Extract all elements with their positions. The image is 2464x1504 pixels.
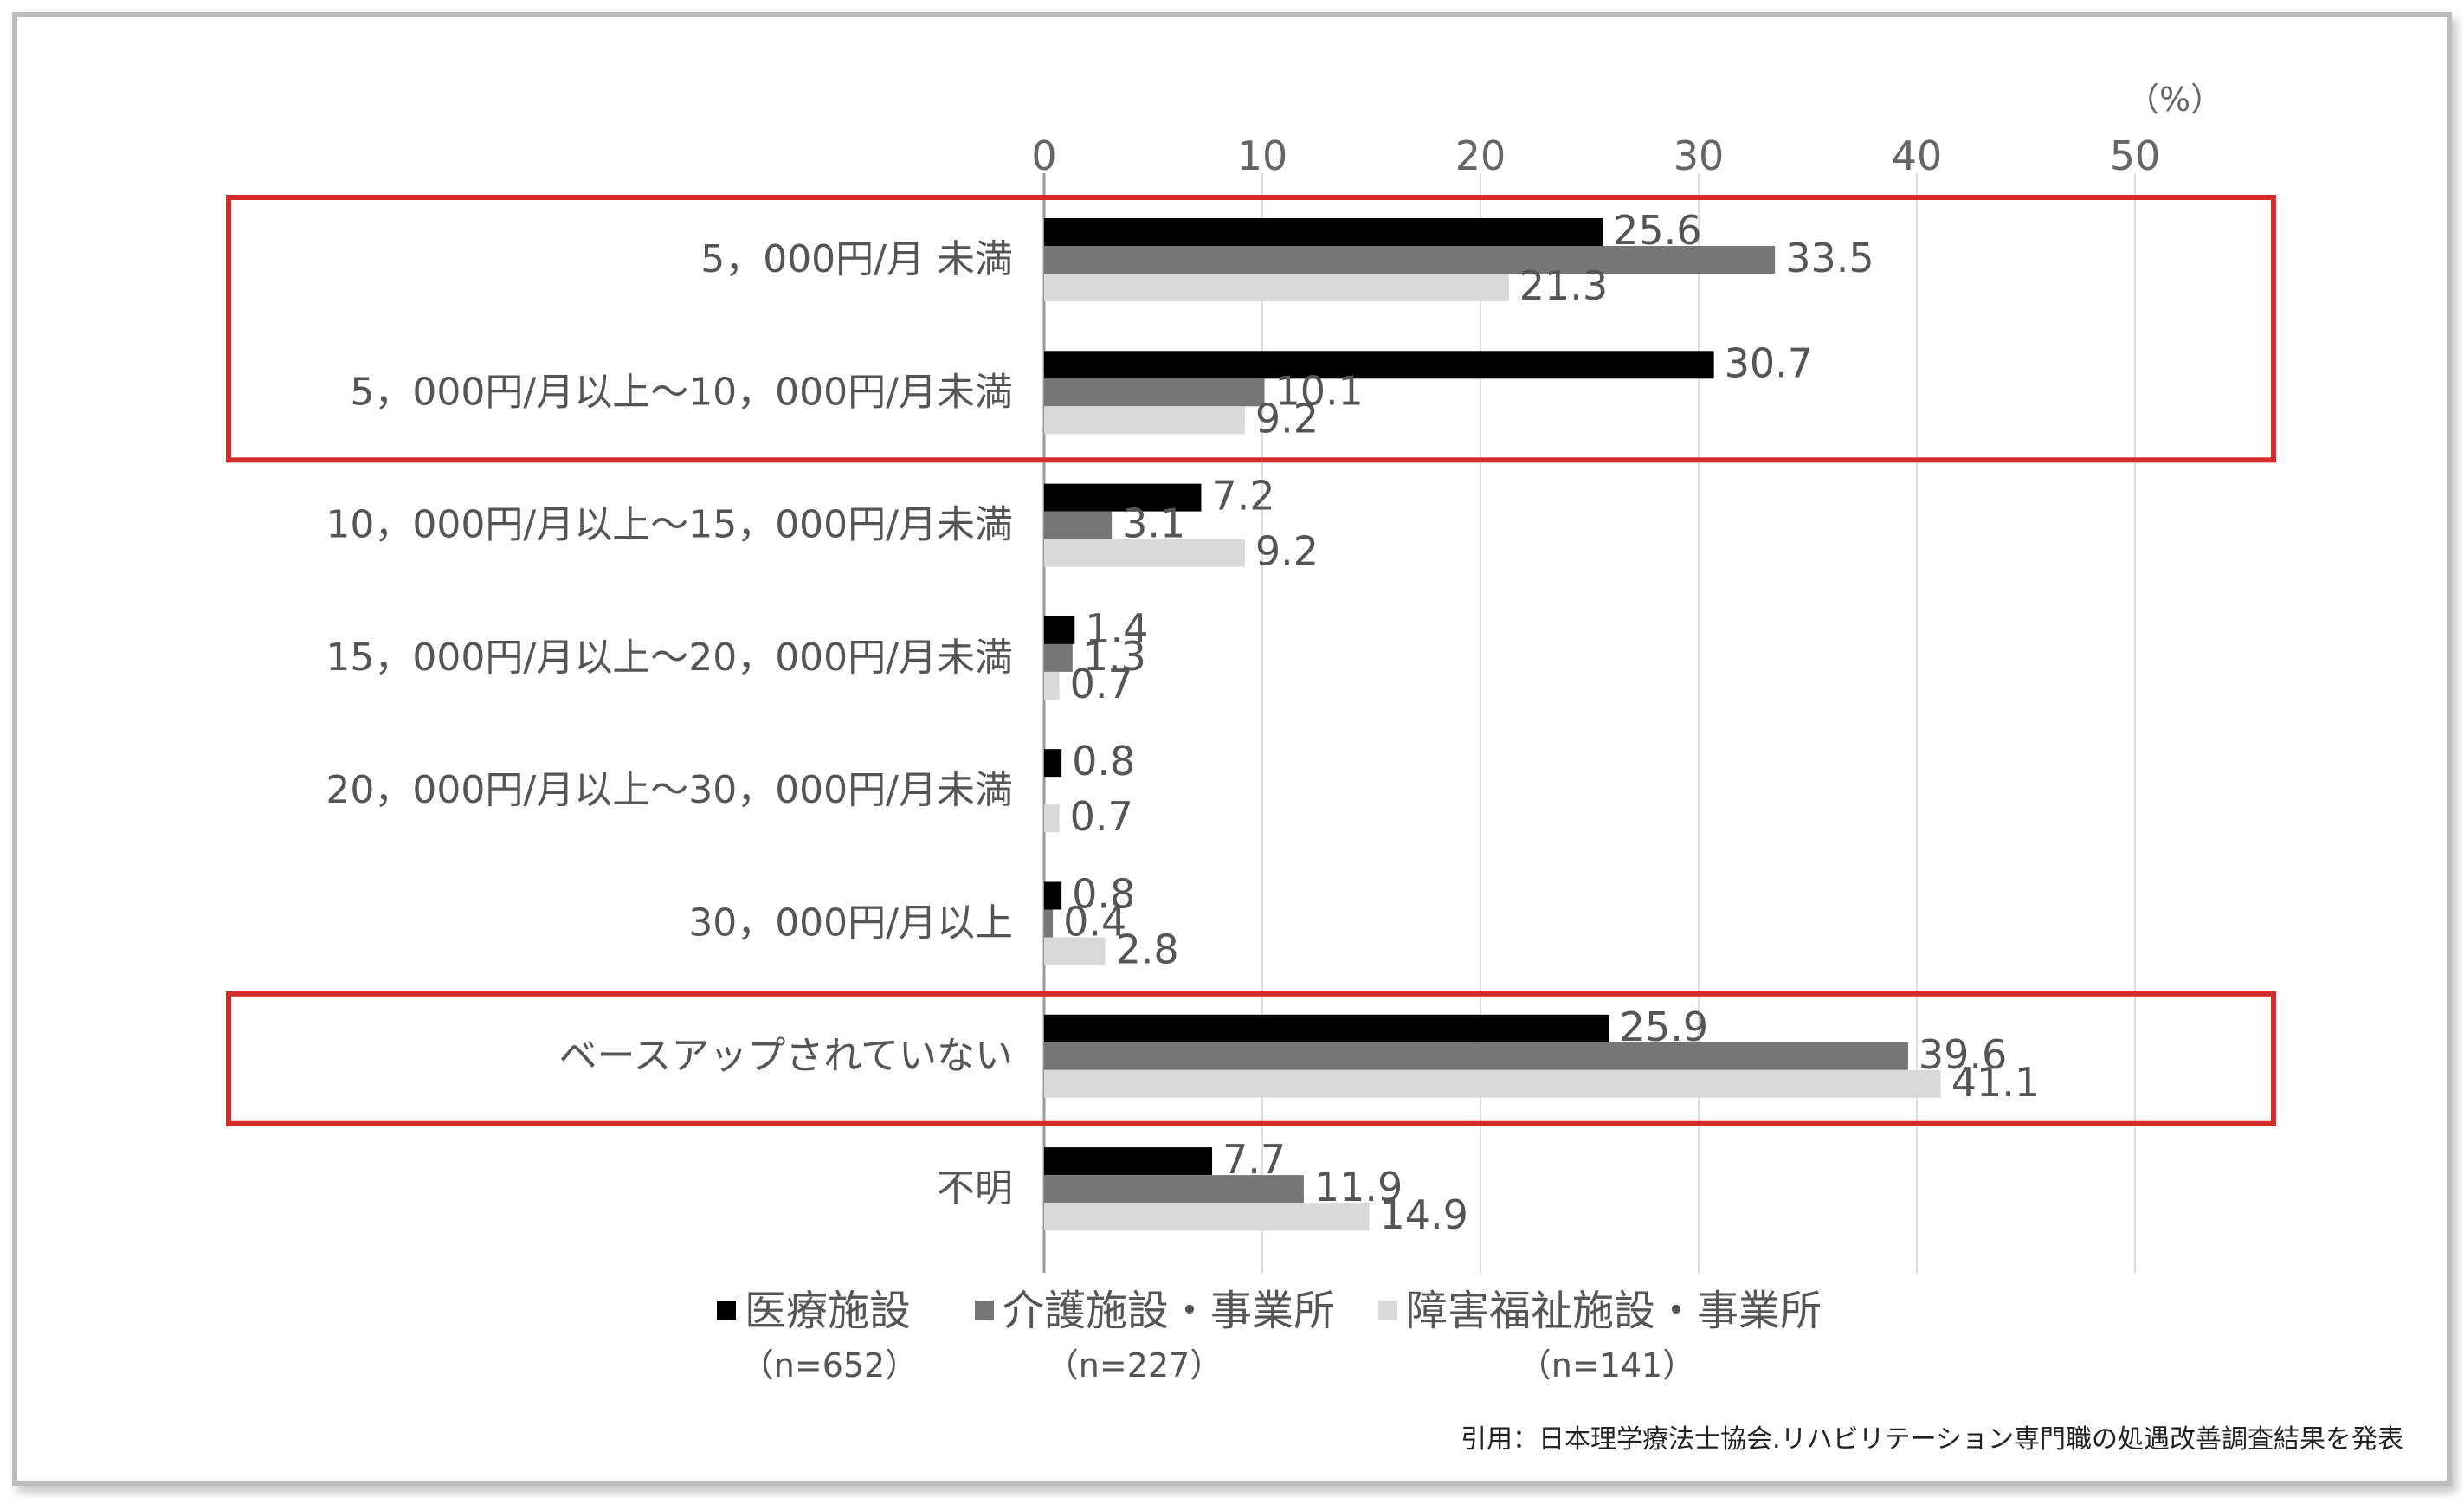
data-label: 30.7 — [1725, 339, 1813, 386]
category-label: ベースアップされていない — [559, 1034, 1013, 1078]
legend-n-iryo: （n=652） — [741, 1346, 918, 1385]
bar — [1044, 511, 1113, 539]
bar — [1044, 671, 1060, 700]
data-label: 7.7 — [1222, 1136, 1286, 1183]
legend-swatch-shogai — [1378, 1301, 1397, 1320]
bar — [1044, 351, 1714, 379]
bar — [1044, 1147, 1213, 1176]
legend-swatch-iryo — [717, 1301, 736, 1320]
bar — [1044, 643, 1073, 672]
bar — [1044, 749, 1062, 778]
bar — [1044, 1069, 1941, 1098]
bar — [1044, 1042, 1908, 1070]
legend-n-kaigo: （n=227） — [1046, 1346, 1222, 1385]
x-tick-label: 40 — [1892, 132, 1943, 179]
data-label: 0.4 — [1063, 899, 1126, 946]
bars — [1044, 218, 1941, 1231]
bar — [1044, 406, 1245, 435]
data-label: 39.6 — [1919, 1031, 2007, 1078]
bar — [1044, 804, 1060, 833]
data-label: 0.7 — [1070, 793, 1133, 840]
unit-label: （%） — [2126, 81, 2223, 119]
bar — [1044, 1175, 1304, 1204]
bar — [1044, 881, 1062, 910]
category-label: 10，000円/月以上～15，000円/月未満 — [326, 503, 1013, 547]
bar — [1044, 246, 1776, 274]
legend-label-kaigo: 介護施設・事業所 — [1003, 1287, 1335, 1335]
data-label: 10.1 — [1275, 367, 1364, 414]
bar — [1044, 1014, 1609, 1042]
data-label: 11.9 — [1314, 1164, 1403, 1210]
source-citation: 引用：日本理学療法士協会.リハビリテーション専門職の処遇改善調査結果を発表 — [1461, 1424, 2403, 1455]
bar — [1044, 539, 1245, 567]
x-tick-label: 10 — [1237, 132, 1288, 179]
category-label: 5，000円/月以上～10，000円/月未満 — [350, 370, 1013, 414]
x-tick-label: 50 — [2110, 132, 2161, 179]
data-label: 25.6 — [1613, 207, 1701, 254]
value-labels: 25.633.521.330.710.19.27.23.19.21.41.30.… — [1063, 207, 2040, 1238]
grid-lines — [1042, 173, 2136, 1273]
bar — [1044, 1203, 1370, 1231]
data-label: 0.7 — [1070, 661, 1133, 707]
data-label: 9.2 — [1255, 395, 1319, 442]
highlight-box — [226, 195, 2276, 463]
highlight-boxes — [226, 195, 2276, 1126]
data-label: 3.1 — [1122, 500, 1185, 547]
category-label: 20，000円/月以上～30，000円/月未満 — [326, 768, 1013, 812]
bar — [1044, 909, 1054, 938]
category-labels: 5，000円/月 未満 5，000円/月以上～10，000円/月未満 10，000円… — [326, 237, 1013, 1210]
legend: 医療施設 （n=652） 介護施設・事業所 （n=227） 障害福祉施設・事業所… — [717, 1287, 1822, 1385]
category-label: 不明 — [937, 1166, 1013, 1210]
bar — [1044, 378, 1265, 407]
legend-label-iryo: 医療施設 — [745, 1287, 911, 1335]
data-label: 14.9 — [1379, 1191, 1467, 1238]
bar — [1044, 616, 1075, 644]
x-axis-ticks: 0 10 20 30 40 50 — [1031, 132, 2160, 179]
data-label: 33.5 — [1785, 235, 1874, 281]
x-tick-label: 0 — [1031, 132, 1056, 179]
legend-n-shogai: （n=141） — [1519, 1346, 1695, 1385]
bar — [1044, 274, 1509, 301]
data-label: 25.9 — [1620, 1004, 1708, 1050]
data-label: 9.2 — [1255, 528, 1319, 575]
highlight-box — [226, 991, 2276, 1126]
bar — [1044, 937, 1106, 965]
category-label: 15，000円/月以上～20，000円/月未満 — [326, 636, 1013, 680]
data-label: 7.2 — [1211, 473, 1274, 520]
data-label: 2.8 — [1116, 926, 1179, 973]
legend-label-shogai: 障害福祉施設・事業所 — [1406, 1287, 1822, 1335]
category-label: 30，000円/月以上 — [688, 901, 1013, 946]
data-label: 1.4 — [1085, 605, 1148, 652]
legend-swatch-kaigo — [975, 1301, 994, 1320]
bar — [1044, 218, 1603, 246]
x-tick-label: 20 — [1455, 132, 1506, 179]
x-tick-label: 30 — [1674, 132, 1725, 179]
category-label: 5，000円/月 未満 — [700, 237, 1013, 281]
data-label: 0.8 — [1072, 738, 1135, 784]
data-label: 0.8 — [1072, 871, 1135, 918]
data-label: 41.1 — [1951, 1059, 2040, 1106]
bar — [1044, 483, 1202, 512]
data-label: 1.3 — [1083, 633, 1146, 680]
data-label: 21.3 — [1519, 262, 1608, 309]
